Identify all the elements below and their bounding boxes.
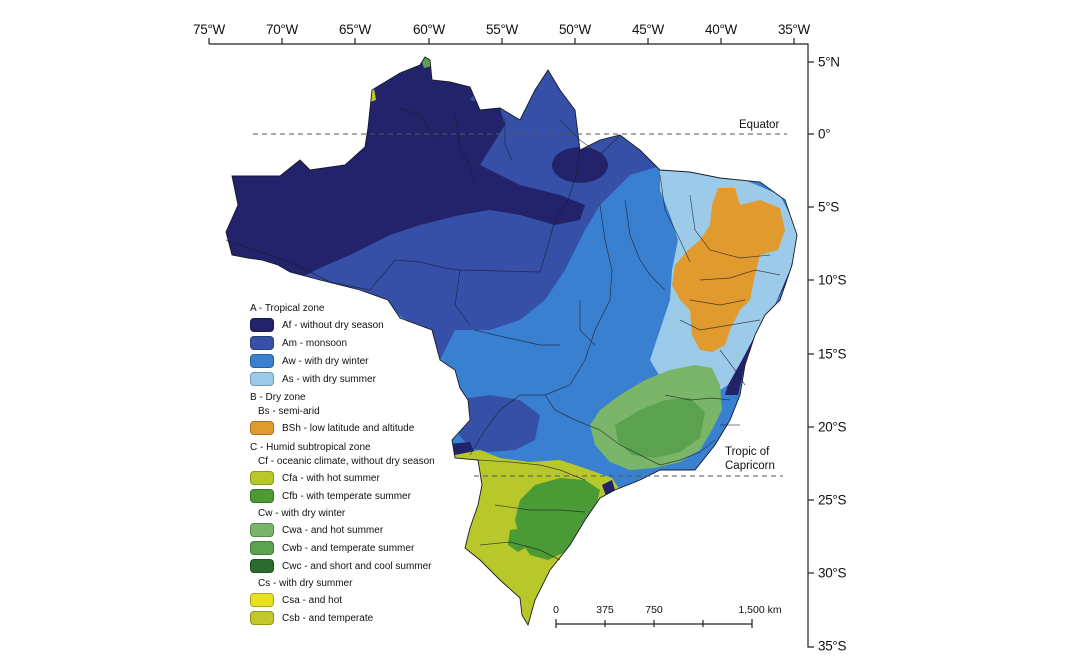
legend-item-af: Af - without dry season [250, 316, 460, 334]
lat-label-20s: 20°S [818, 419, 847, 435]
swatch-af [250, 318, 274, 332]
zone-am-south [455, 395, 540, 452]
tropic-label-line1: Tropic of [725, 446, 770, 458]
legend-item-bsh: BSh - low latitude and altitude [250, 419, 460, 437]
legend-sub-cs: Cs - with dry summer [258, 578, 353, 589]
legend-item-cfb: Cfb - with temperate summer [250, 487, 460, 505]
legend-label-cwb: Cwb - and temperate summer [282, 542, 415, 554]
legend-item-aw: Aw - with dry winter [250, 352, 460, 370]
legend-item-csb: Csb - and temperate [250, 609, 460, 627]
legend-label-cfb: Cfb - with temperate summer [282, 490, 411, 502]
legend-label-cfa: Cfa - with hot summer [282, 472, 380, 484]
legend-sub-cf: Cf - oceanic climate, without dry season [258, 456, 435, 467]
lat-label-25s: 25°S [818, 492, 847, 508]
lon-label-55w: 55°W [486, 22, 518, 37]
x-axis-ticks [208, 38, 795, 44]
legend-heading-dry: B - Dry zone [250, 392, 306, 403]
swatch-am [250, 336, 274, 350]
legend-heading-subtropical: C - Humid subtropical zone [250, 442, 371, 453]
legend-item-csa: Csa - and hot [250, 591, 460, 609]
lat-label-30s: 30°S [818, 565, 847, 581]
lat-label-35s: 35°S [818, 638, 847, 654]
lon-label-45w: 45°W [632, 22, 664, 37]
lat-label-0: 0° [818, 126, 831, 142]
legend-sub-bs: Bs - semi-arid [258, 406, 320, 417]
legend-item-am: Am - monsoon [250, 334, 460, 352]
swatch-as [250, 372, 274, 386]
tropic-label-line2: Capricorn [725, 460, 775, 472]
legend-heading-tropical: A - Tropical zone [250, 303, 325, 314]
scale-label-0: 0 [553, 604, 559, 616]
swatch-cwb [250, 541, 274, 555]
legend-item-cwa: Cwa - and hot summer [250, 521, 460, 539]
state-borders [225, 107, 781, 561]
axes-frame [209, 43, 814, 648]
swatch-aw [250, 354, 274, 368]
legend-label-bsh: BSh - low latitude and altitude [282, 422, 415, 434]
scale-label-375: 375 [596, 604, 614, 616]
legend-label-af: Af - without dry season [282, 319, 384, 331]
swatch-cwc [250, 559, 274, 573]
legend-item-cwc: Cwc - and short and cool summer [250, 557, 460, 575]
legend-item-as: As - with dry summer [250, 370, 460, 388]
y-axis-ticks [808, 61, 814, 574]
swatch-bsh [250, 421, 274, 435]
legend-label-csb: Csb - and temperate [282, 612, 374, 624]
lon-label-75w: 75°W [193, 22, 225, 37]
lat-label-5n: 5°N [818, 54, 840, 70]
legend-label-as: As - with dry summer [282, 373, 376, 385]
scale-label-750: 750 [645, 604, 663, 616]
legend-label-am: Am - monsoon [282, 337, 348, 349]
lon-label-65w: 65°W [339, 22, 371, 37]
map-legend: A - Tropical zone Af - without dry seaso… [250, 301, 460, 627]
legend-item-cwb: Cwb - and temperate summer [250, 539, 460, 557]
swatch-cfa [250, 471, 274, 485]
lon-label-35w: 35°W [778, 22, 810, 37]
lon-label-70w: 70°W [266, 22, 298, 37]
legend-label-cwa: Cwa - and hot summer [282, 524, 384, 536]
lon-label-60w: 60°W [413, 22, 445, 37]
swatch-cfb [250, 489, 274, 503]
lat-label-15s: 15°S [818, 346, 847, 362]
legend-sub-cw: Cw - with dry winter [258, 508, 346, 519]
swatch-csa [250, 593, 274, 607]
legend-item-cfa: Cfa - with hot summer [250, 469, 460, 487]
swatch-csb [250, 611, 274, 625]
lon-label-50w: 50°W [559, 22, 591, 37]
legend-label-cwc: Cwc - and short and cool summer [282, 560, 432, 572]
swatch-cwa [250, 523, 274, 537]
scale-label-1500: 1,500 km [738, 604, 782, 616]
zone-cwb [615, 398, 705, 458]
lat-label-10s: 10°S [818, 272, 847, 288]
equator-label: Equator [739, 119, 780, 131]
zone-cfb [515, 478, 600, 560]
zone-af-para [552, 147, 608, 183]
zone-bsh [672, 188, 785, 352]
lat-label-5s: 5°S [818, 199, 840, 215]
lon-label-40w: 40°W [705, 22, 737, 37]
legend-label-csa: Csa - and hot [282, 594, 343, 606]
scale-bar [555, 619, 753, 628]
legend-label-aw: Aw - with dry winter [282, 355, 369, 367]
tropic-of-capricorn-label: Tropic of Capricorn [725, 445, 775, 473]
